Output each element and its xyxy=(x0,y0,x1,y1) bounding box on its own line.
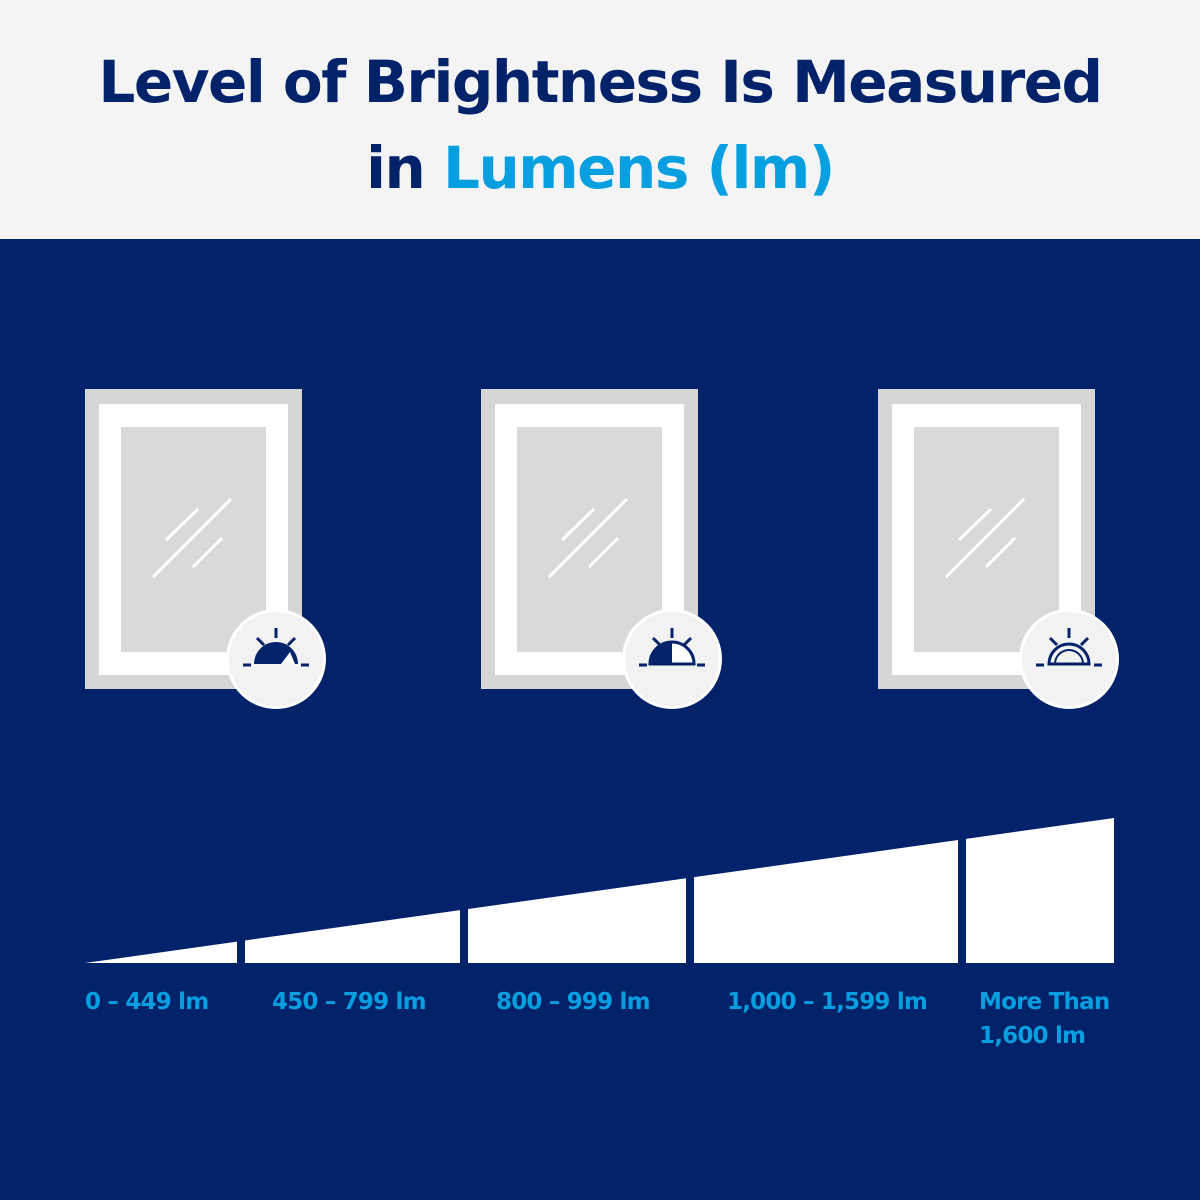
ramp-segment-1 xyxy=(85,941,237,963)
label-range-5a: More Than xyxy=(979,989,1110,1015)
window-glass xyxy=(914,427,1059,652)
ramp-segment-2 xyxy=(245,910,460,963)
title-line-1: Level of Brightness Is Measured xyxy=(98,48,1103,116)
label-range-5b: 1,600 lm xyxy=(979,1023,1086,1049)
label-range-3: 800 – 999 lm xyxy=(496,989,651,1015)
title-line-2: in Lumens (lm) xyxy=(0,134,1200,202)
header: Level of Brightness Is Measured in Lumen… xyxy=(0,0,1200,239)
window xyxy=(85,389,302,689)
window-frame xyxy=(99,404,288,675)
sun-dim-icon xyxy=(243,628,309,667)
label-range-2: 450 – 799 lm xyxy=(272,989,427,1015)
glare-icon xyxy=(547,497,629,579)
window-glass xyxy=(517,427,662,652)
glare-icon xyxy=(151,497,233,579)
sun-bright-icon xyxy=(1036,628,1102,667)
brightness-badge xyxy=(226,609,326,709)
window-glass xyxy=(121,427,266,652)
ramp-segment-4 xyxy=(694,839,958,963)
title-prefix: in xyxy=(366,134,426,202)
brightness-badge xyxy=(622,609,722,709)
glare-icon xyxy=(944,497,1026,579)
label-range-4: 1,000 – 1,599 lm xyxy=(727,989,928,1015)
ramp-segment-5 xyxy=(966,818,1114,963)
window xyxy=(481,389,698,689)
label-range-1: 0 – 449 lm xyxy=(85,989,209,1015)
title-accent: Lumens (lm) xyxy=(443,134,835,202)
ramp-segment-3 xyxy=(468,878,686,963)
brightness-badge xyxy=(1019,609,1119,709)
sun-medium-icon xyxy=(639,628,705,667)
